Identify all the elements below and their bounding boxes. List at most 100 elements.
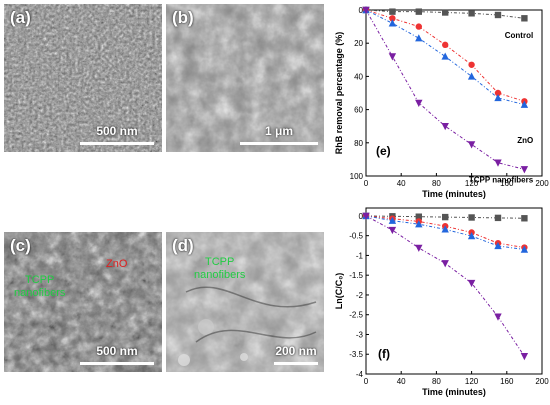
x-tick-label: 200 bbox=[535, 179, 549, 188]
scale-text-b: 1 μm bbox=[264, 124, 294, 138]
data-point bbox=[415, 99, 423, 107]
y-tick-label: -0.5 bbox=[349, 232, 363, 241]
sem-texture-a bbox=[4, 4, 162, 152]
data-point bbox=[415, 34, 423, 42]
panel-label-a: (a) bbox=[10, 8, 31, 27]
data-point bbox=[494, 93, 502, 102]
data-point bbox=[389, 8, 396, 15]
panel-label-b: (b) bbox=[172, 8, 194, 27]
data-point bbox=[494, 214, 502, 222]
data-point bbox=[441, 260, 449, 268]
y-tick-label: 60 bbox=[354, 106, 363, 115]
chart-f: 0 40 80 120 160 200 0 -0.5 -1 -1.5 -2 -2.5 -3 -3.5 -4 T… bbox=[334, 207, 549, 397]
data-point bbox=[441, 123, 449, 131]
annotation-tcpp-c: TCPP nanofibers bbox=[14, 274, 66, 299]
data-point bbox=[442, 213, 449, 221]
x-tick-label: 0 bbox=[364, 377, 369, 386]
data-point bbox=[521, 215, 528, 222]
plot-frame bbox=[365, 207, 543, 375]
sem-image-c: (c) ZnO TCPP nanofibers 500 nm bbox=[4, 232, 162, 372]
sem-texture-b bbox=[166, 4, 324, 152]
data-point bbox=[362, 212, 370, 220]
scale-bar-c bbox=[80, 362, 154, 365]
data-point bbox=[388, 53, 397, 61]
data-point bbox=[494, 89, 502, 97]
data-point bbox=[415, 244, 423, 252]
data-point bbox=[415, 220, 423, 228]
scale-text-c: 500 nm bbox=[96, 344, 138, 358]
data-point bbox=[467, 72, 476, 80]
x-tick-label: 40 bbox=[397, 377, 406, 386]
data-point bbox=[441, 52, 449, 60]
data-point bbox=[494, 159, 502, 167]
series-label: TCPP nanofibers bbox=[469, 176, 534, 185]
tem-image-d: (d) TCPP nanofibers 200 nm bbox=[166, 232, 324, 372]
y-axis-label: RhB removal percentage (%) bbox=[334, 32, 344, 155]
y-tick-label: 100 bbox=[350, 172, 364, 181]
plot-frame bbox=[365, 9, 543, 177]
y-tick-label: -1.5 bbox=[349, 271, 363, 280]
data-point bbox=[442, 41, 449, 49]
x-axis-label: Time (minutes) bbox=[422, 189, 486, 199]
y-tick-label: -2 bbox=[356, 291, 364, 300]
series-label: Control bbox=[505, 31, 533, 40]
tem-texture-d bbox=[166, 232, 324, 372]
annotation-tcpp-d: TCPP nanofibers bbox=[194, 256, 246, 281]
data-point bbox=[388, 216, 397, 224]
data-point bbox=[468, 214, 475, 221]
x-tick-label: 120 bbox=[465, 377, 479, 386]
x-tick-label: 40 bbox=[397, 179, 406, 188]
scale-bar-b bbox=[240, 142, 318, 145]
series-label: ZnO bbox=[517, 136, 533, 145]
x-tick-label: 80 bbox=[432, 377, 441, 386]
scale-text-a: 500 nm bbox=[96, 124, 138, 138]
y-tick-label: 20 bbox=[354, 39, 363, 48]
data-point bbox=[494, 11, 502, 19]
y-tick-label: 80 bbox=[354, 139, 363, 148]
panel-label-c: (c) bbox=[10, 236, 31, 255]
data-point bbox=[442, 9, 449, 16]
data-point bbox=[494, 313, 502, 321]
data-point bbox=[441, 225, 449, 233]
x-tick-label: 0 bbox=[364, 179, 369, 188]
x-tick-label: 80 bbox=[432, 179, 441, 188]
sem-image-b: (b) 1 μm bbox=[166, 4, 324, 152]
data-point bbox=[415, 213, 422, 220]
chart-e: 0 40 80 120 160 200 0 20 40 60 80 100 Time (minutes)… bbox=[334, 6, 549, 199]
data-point bbox=[467, 232, 476, 240]
data-point bbox=[520, 245, 529, 253]
y-tick-label: -3 bbox=[356, 330, 364, 339]
data-point bbox=[494, 241, 502, 250]
data-point bbox=[521, 15, 528, 22]
data-point bbox=[388, 19, 397, 27]
sem-image-a: (a) 500 nm bbox=[4, 4, 162, 152]
y-tick-label: -3.5 bbox=[349, 350, 363, 359]
y-tick-label: 0 bbox=[359, 6, 364, 15]
scale-text-d: 200 nm bbox=[275, 344, 317, 358]
scale-bar-d bbox=[274, 362, 318, 365]
scale-bar-a bbox=[80, 142, 154, 145]
panel-label-d: (d) bbox=[172, 236, 194, 255]
data-point bbox=[467, 141, 476, 149]
x-axis-label: Time (minutes) bbox=[422, 387, 486, 397]
data-point bbox=[415, 23, 422, 30]
y-tick-label: -1 bbox=[356, 251, 364, 260]
annotation-zno-c: ZnO bbox=[106, 258, 128, 270]
data-point bbox=[388, 226, 397, 235]
sem-texture-c bbox=[4, 232, 162, 372]
data-point bbox=[415, 8, 422, 15]
data-point bbox=[467, 279, 476, 288]
x-tick-label: 160 bbox=[500, 377, 514, 386]
x-tick-label: 160 bbox=[500, 179, 514, 188]
panel-label: (f) bbox=[378, 347, 390, 361]
y-tick-label: -2.5 bbox=[349, 311, 363, 320]
data-point bbox=[468, 10, 475, 17]
data-point bbox=[389, 15, 396, 22]
series-line bbox=[365, 215, 525, 357]
y-tick-label: 40 bbox=[354, 72, 363, 81]
x-tick-label: 120 bbox=[465, 179, 479, 188]
panel-label: (e) bbox=[376, 144, 391, 158]
data-point bbox=[362, 6, 370, 14]
x-tick-label: 200 bbox=[535, 377, 549, 386]
data-point bbox=[468, 61, 475, 68]
